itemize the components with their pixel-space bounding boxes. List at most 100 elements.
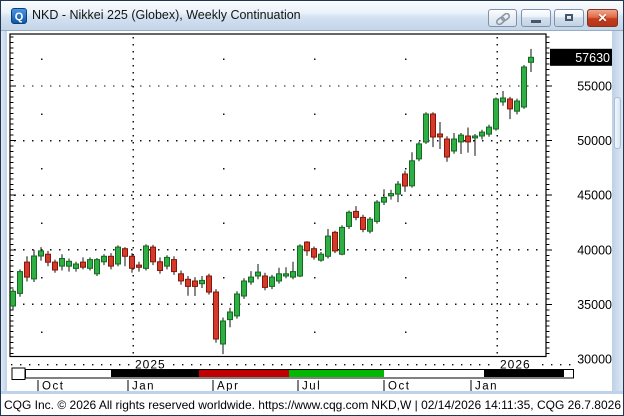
candle xyxy=(143,245,149,269)
candle xyxy=(24,261,30,278)
candle xyxy=(108,255,114,267)
candle xyxy=(17,271,23,294)
candle xyxy=(325,235,331,257)
candle xyxy=(528,56,534,63)
vertical-scrollbar[interactable] xyxy=(612,31,623,391)
candle xyxy=(374,201,380,222)
price-label: 30000 xyxy=(577,353,612,367)
candle xyxy=(178,273,184,282)
candle xyxy=(486,126,492,135)
status-bar: CQG Inc. © 2026 All rights reserved worl… xyxy=(1,394,623,415)
year-label: 2026 xyxy=(500,358,531,372)
candle xyxy=(339,226,345,255)
candle xyxy=(248,276,254,283)
candle xyxy=(318,253,324,261)
window-title: NKD - Nikkei 225 (Globex), Weekly Contin… xyxy=(32,8,301,22)
candle xyxy=(115,246,121,265)
time-scrollbar-segment xyxy=(111,370,199,378)
month-label: Apr xyxy=(217,381,239,392)
year-axis: 2025 2026 xyxy=(11,358,571,372)
candle xyxy=(514,100,520,112)
candle xyxy=(73,263,79,269)
link-button[interactable] xyxy=(488,9,517,27)
price-label: 55000 xyxy=(577,80,612,94)
time-scrollbar-segment xyxy=(289,370,384,378)
candle xyxy=(87,259,93,269)
candle xyxy=(129,255,135,269)
restore-icon xyxy=(565,14,573,21)
status-session-info: NKD,W | 02/14/2026 14:11:35, CQG 26.7.80… xyxy=(371,398,621,412)
restore-button[interactable] xyxy=(554,9,584,27)
candle xyxy=(332,231,338,252)
candle xyxy=(458,134,464,143)
close-button[interactable]: ✕ xyxy=(587,9,618,27)
year-label: 2025 xyxy=(135,358,166,372)
candle xyxy=(171,259,177,273)
title-bar[interactable]: Q NKD - Nikkei 225 (Globex), Weekly Cont… xyxy=(1,1,623,31)
candle xyxy=(80,261,86,268)
candle xyxy=(136,264,142,268)
minimize-button[interactable] xyxy=(521,9,551,27)
scrollbar-thumb[interactable] xyxy=(614,97,621,149)
candle xyxy=(206,275,212,293)
candle xyxy=(395,183,401,195)
price-axis-ticks xyxy=(10,36,552,354)
candle xyxy=(500,97,506,103)
last-price-label: 57630 xyxy=(575,51,610,65)
candle xyxy=(234,293,240,317)
time-scrollbar-segment xyxy=(199,370,289,378)
candle xyxy=(66,260,72,267)
candle xyxy=(360,216,366,230)
candle xyxy=(409,160,415,187)
status-copyright: CQG Inc. © 2026 All rights reserved worl… xyxy=(4,398,369,412)
month-label: Oct xyxy=(42,381,64,392)
candle xyxy=(164,256,170,267)
candle xyxy=(38,250,44,257)
candle xyxy=(290,271,296,278)
candle xyxy=(59,258,65,267)
time-scrollbar-segment xyxy=(484,370,564,378)
candle xyxy=(416,143,422,160)
candle xyxy=(423,113,429,143)
candle xyxy=(255,271,261,277)
month-label: Jan xyxy=(475,381,498,392)
candle xyxy=(479,131,485,137)
window-left-border xyxy=(1,31,7,391)
candle xyxy=(269,276,275,287)
candle xyxy=(444,138,450,158)
candle xyxy=(304,241,310,252)
candle xyxy=(262,275,268,288)
close-icon: ✕ xyxy=(597,11,608,25)
candle xyxy=(402,173,408,187)
candle xyxy=(381,196,387,203)
candle xyxy=(493,98,499,130)
candle xyxy=(388,193,394,197)
candle xyxy=(430,113,436,138)
last-price-tag: 57630 xyxy=(550,48,613,66)
candle xyxy=(45,253,51,263)
month-label: Jan xyxy=(132,381,155,392)
price-label: 35000 xyxy=(577,298,612,312)
price-axis-labels: 55000 50000 45000 40000 35000 30000 xyxy=(577,80,612,367)
candle xyxy=(437,133,443,138)
time-scrollbar-left-cap xyxy=(11,367,26,380)
window-bottom-border xyxy=(1,391,623,394)
candle xyxy=(276,273,282,282)
month-label: Jul xyxy=(302,381,321,392)
candle xyxy=(297,245,303,277)
candle xyxy=(465,135,471,143)
minimize-icon xyxy=(531,20,541,23)
candle xyxy=(353,210,359,218)
time-scrollbar[interactable] xyxy=(11,367,574,380)
candle xyxy=(451,138,457,152)
month-axis: Oct Jan Apr Jul Oct Jan xyxy=(37,380,498,392)
chain-link-icon xyxy=(495,12,511,30)
candle xyxy=(150,246,156,263)
candle xyxy=(367,218,373,232)
candle xyxy=(220,320,226,345)
candle xyxy=(241,280,247,297)
candle xyxy=(199,279,205,285)
cqg-logo-icon: Q xyxy=(11,8,27,24)
candle xyxy=(192,280,198,287)
